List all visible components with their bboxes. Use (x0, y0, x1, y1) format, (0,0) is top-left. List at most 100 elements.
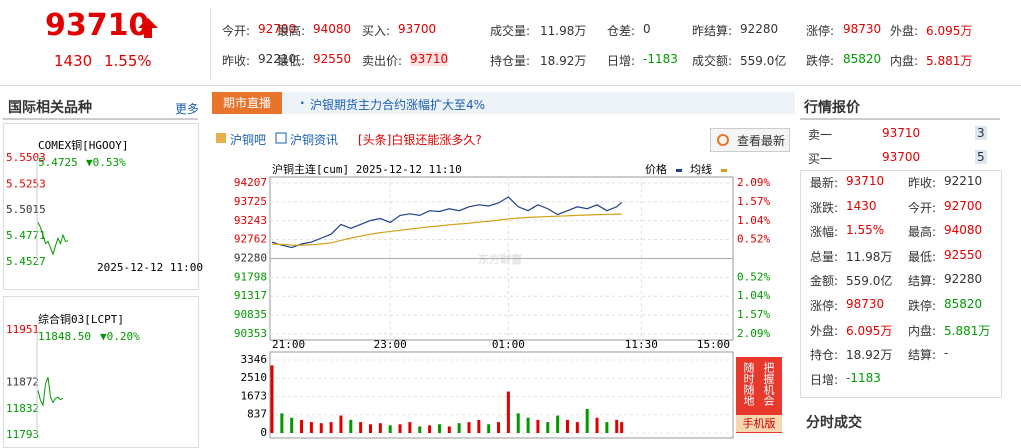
volume-bar (506, 391, 510, 433)
series-line (271, 196, 623, 249)
volume-bar (378, 423, 382, 433)
volume-bar (595, 417, 599, 433)
stat-value: 5.881万 (926, 54, 973, 68)
mini-tick-label: 5.5503 (6, 151, 46, 164)
quote-label: 日增: (810, 372, 839, 387)
stat-label: 最高: (277, 24, 306, 38)
y-tick-label: 93725 (234, 195, 267, 208)
x-tick-label: 15:00 (697, 338, 730, 351)
mini-tick-label: 5.5015 (6, 203, 46, 216)
quote-label: 结算: (908, 274, 937, 289)
y-tick-label: 0 (260, 426, 267, 439)
volume-bar (447, 426, 451, 433)
ad-foot-text: 手机版 (743, 416, 776, 430)
quote-label: 涨停: (810, 299, 839, 313)
volume-bar (546, 422, 550, 433)
stat-value: 6.095万 (926, 24, 973, 38)
volume-bar (408, 422, 412, 433)
stat-label: 昨结算: (692, 24, 733, 38)
stat-label: 卖出价: (362, 54, 403, 68)
mini-tick-label: 5.4527 (6, 255, 46, 268)
quote-label: 总量: (810, 249, 839, 264)
quote-label: 最低: (908, 249, 937, 264)
stat-label: 仓差: (607, 24, 636, 38)
divider (800, 118, 1000, 120)
divider (3, 118, 198, 120)
chart-title: 沪铜主连[cum] 2025-12-12 11:10 (272, 162, 462, 176)
stat-label: 内盘: (890, 54, 919, 68)
quote-label: 最高: (908, 225, 937, 240)
legend-label: 价格 (645, 162, 667, 176)
link[interactable]: 沪铜资讯 (290, 133, 339, 147)
divider (0, 85, 1021, 86)
quote-label: 持仓: (810, 348, 839, 363)
legend-label: 均线 (690, 162, 712, 176)
quote-value: -1183 (846, 370, 881, 385)
icon (216, 133, 226, 143)
stat-label: 涨停: (806, 24, 835, 38)
stat-label: 日增: (607, 54, 636, 68)
button[interactable]: 查看最新 (710, 128, 790, 152)
book-price: 93710 (882, 126, 921, 140)
panel-title: 国际相关品种 (8, 100, 92, 116)
stat-label: 成交量: (490, 24, 531, 38)
quote-value: 6.095万 (846, 323, 893, 338)
mini-change: ▼0.20% (100, 330, 140, 343)
quote-label: 今开: (908, 200, 937, 215)
stat-value: 559.0亿 (740, 54, 787, 68)
refresh-icon (717, 134, 729, 146)
price: 93710 (45, 8, 150, 43)
stat-value: 92550 (313, 52, 352, 66)
stat-label: 跌停: (806, 54, 835, 68)
volume-bar (309, 422, 313, 433)
volume-bar (398, 424, 402, 433)
y-tick-label: 90835 (234, 308, 267, 321)
volume-bar (437, 424, 441, 433)
series-line (271, 213, 622, 246)
volume-bar (526, 417, 530, 433)
ad-text: 把握机会 (762, 361, 775, 406)
y-tick-label: 2510 (241, 371, 268, 384)
ad-text: 随时随地 (742, 361, 755, 406)
legend-swatch (721, 169, 727, 172)
quote-value: 98730 (846, 297, 885, 311)
mini-date: 2025-12-12 11:00 (97, 261, 203, 274)
stat-value: 94080 (313, 22, 352, 36)
volume-bar (300, 419, 304, 433)
book-label: 买一 (808, 152, 833, 166)
volume-bar (467, 422, 471, 433)
y-tick-label: 1673 (241, 390, 268, 403)
mini-last: 5.4725 (38, 156, 78, 169)
icon (275, 132, 287, 144)
volume-bar (620, 422, 624, 433)
news-headline[interactable]: 沪银期货主力合约涨幅扩大至4% (310, 98, 486, 112)
mini-tick-label: 11793 (6, 428, 39, 439)
volume-bar (359, 422, 363, 433)
mini-tick-label: 11872 (6, 376, 39, 389)
volume-bar (428, 425, 432, 433)
volume-bar (290, 417, 294, 433)
volume-bar (319, 423, 323, 433)
quote-box (800, 170, 1002, 398)
link[interactable]: 沪铜吧 (230, 133, 267, 147)
volume-bar (339, 415, 343, 433)
book-price: 93700 (882, 150, 921, 164)
panel-title: 分时成交 (806, 415, 862, 431)
volume-bar (457, 423, 461, 433)
more-link[interactable]: 更多 (175, 102, 200, 116)
quote-value: 92280 (944, 272, 983, 287)
stat-label: 最低: (277, 54, 306, 68)
mini-tick-label: 11832 (6, 402, 39, 415)
stat-value: 85820 (843, 52, 882, 66)
quote-value: 1430 (846, 198, 877, 213)
volume-bar (270, 365, 274, 433)
volume-bar (497, 422, 501, 433)
stat-value: 93710 (410, 52, 449, 66)
volume-bar (329, 422, 333, 433)
stat-value: 92280 (740, 22, 779, 36)
link[interactable]: [头条]白银还能涨多久? (358, 133, 482, 147)
book-label: 卖一 (808, 128, 833, 142)
news-tab[interactable]: 期市直播 (212, 92, 282, 114)
volume-frame (269, 351, 734, 439)
stat-label: 今开: (222, 24, 251, 38)
